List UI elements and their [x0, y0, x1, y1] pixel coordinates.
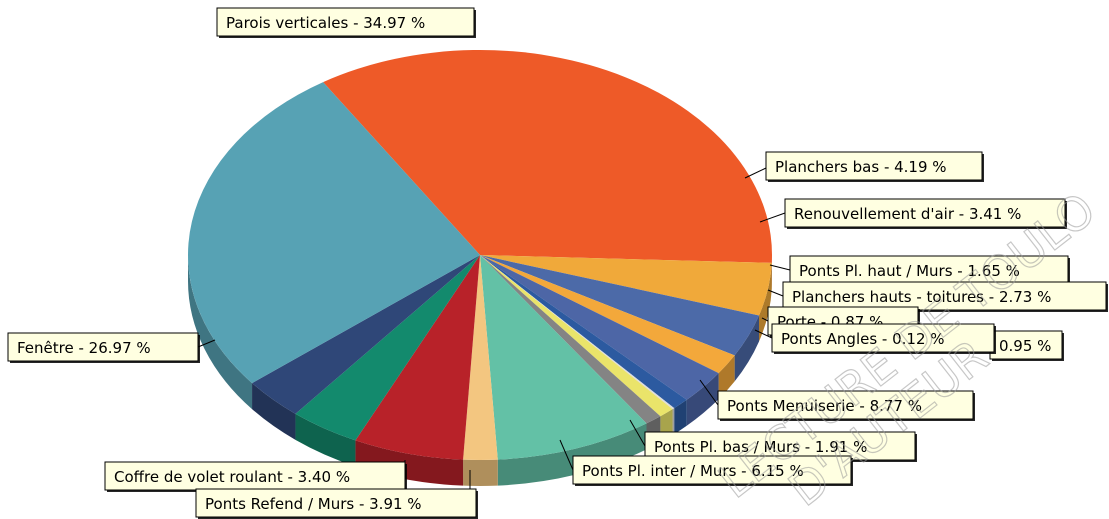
- pie-label-5: 0.95 %: [989, 330, 1064, 361]
- pie-slice-side-4: [686, 373, 719, 426]
- pie-label-box: [771, 323, 995, 353]
- leader-line-11: [559, 439, 574, 471]
- pie-slice-7: [480, 255, 673, 417]
- pie-label-text: Planchers hauts - toitures - 2.73 %: [792, 288, 1051, 306]
- pie-slice-side-5: [674, 399, 687, 435]
- pie-slice-side-9: [497, 423, 647, 486]
- pie-slice-side-3: [718, 355, 735, 400]
- leader-line-3: [769, 264, 791, 271]
- label-leader-lines: [197, 167, 791, 489]
- pie-label-box: [195, 488, 477, 518]
- pie-label-text: Renouvellement d'air - 3.41 %: [794, 205, 1021, 223]
- pie-slice-11: [355, 255, 480, 460]
- pie-slice-side-12: [295, 413, 356, 467]
- leader-line-2: [759, 212, 786, 223]
- pie-label-text: Ponts Pl. inter / Murs - 6.15 %: [582, 462, 804, 480]
- leader-line-14: [197, 339, 216, 348]
- pie-label-14: Fenêtre - 26.97 %: [7, 332, 200, 363]
- pie-label-12: Ponts Refend / Murs - 3.91 %: [195, 488, 478, 519]
- leader-line-4: [767, 289, 784, 297]
- pie-label-text: Ponts Angles - 0.12 %: [781, 330, 945, 348]
- pie-slice-side-13: [252, 383, 296, 440]
- pie-slice-4: [480, 255, 719, 400]
- pie-slice-8: [480, 255, 661, 424]
- pie-label-box: [717, 390, 974, 420]
- pie-slice-2: [480, 255, 760, 356]
- pie-label-box: [782, 281, 1107, 311]
- pie-label-text: Ponts Menuiserie - 8.77 %: [727, 397, 922, 415]
- pie-depth-layer: [188, 255, 772, 487]
- pie-slice-9: [480, 255, 647, 460]
- leader-line-10: [629, 419, 646, 447]
- pie-slice-side-6: [672, 408, 675, 436]
- pie-slice-14: [187, 82, 480, 384]
- pie-slice-0: [323, 50, 772, 263]
- leader-line-6: [754, 329, 773, 339]
- pie-slice-side-10: [463, 459, 498, 487]
- pie-label-box: [765, 151, 983, 181]
- pie-slice-6: [480, 255, 675, 410]
- pie-slice-10: [463, 255, 498, 460]
- pie-label-text: Fenêtre - 26.97 %: [17, 339, 151, 357]
- pie-label-box: [7, 332, 199, 362]
- pie-label-text: Ponts Pl. haut / Murs - 1.65 %: [799, 262, 1020, 280]
- pie-label-box: [989, 330, 1063, 360]
- leader-line-1: [744, 167, 767, 179]
- pie-label-text: Coffre de volet roulant - 3.40 %: [114, 468, 350, 486]
- pie-label-9: Ponts Menuiserie - 8.77 %: [717, 390, 975, 421]
- pie-label-box: [789, 255, 1069, 285]
- pie-slice-13: [252, 255, 480, 414]
- pie-label-text: 0.95 %: [999, 337, 1051, 355]
- pie-label-box: [572, 455, 852, 485]
- pie-label-box: [784, 198, 1066, 228]
- pie-slice-1: [480, 255, 772, 316]
- pie-label-3: Ponts Pl. haut / Murs - 1.65 %: [789, 255, 1070, 286]
- pie-label-text: Parois verticales - 34.97 %: [226, 14, 425, 32]
- pie-label-11: Ponts Pl. inter / Murs - 6.15 %: [572, 455, 853, 486]
- pie-slice-5: [480, 255, 687, 409]
- pie-label-box: [216, 7, 475, 37]
- pie-slice-12: [295, 255, 480, 441]
- pie-slice-side-1: [759, 262, 772, 342]
- pie-label-1: Planchers bas - 4.19 %: [765, 151, 984, 182]
- pie-label-text: Ponts Pl. bas / Murs - 1.91 %: [654, 438, 867, 456]
- pie-slice-3: [480, 255, 735, 374]
- pie-label-6: Ponts Angles - 0.12 %: [771, 323, 996, 354]
- pie-label-box: [644, 431, 916, 461]
- pie-label-0: Parois verticales - 34.97 %: [216, 7, 476, 38]
- pie-label-text: Ponts Refend / Murs - 3.91 %: [205, 495, 422, 513]
- pie-slices: [187, 50, 772, 460]
- leader-line-9: [699, 379, 719, 406]
- pie-slice-side-2: [734, 315, 760, 382]
- pie-slice-side-14: [188, 255, 253, 410]
- pie-labels: Parois verticales - 34.97 % Planchers bas…: [7, 7, 1108, 519]
- pie-label-2: Renouvellement d'air - 3.41 %: [784, 198, 1067, 229]
- pie-slice-side-11: [355, 440, 464, 486]
- pie-label-13: Coffre de volet roulant - 3.40 %: [104, 461, 407, 492]
- pie-label-text: Planchers bas - 4.19 %: [775, 158, 947, 176]
- leader-line-7: [761, 317, 769, 322]
